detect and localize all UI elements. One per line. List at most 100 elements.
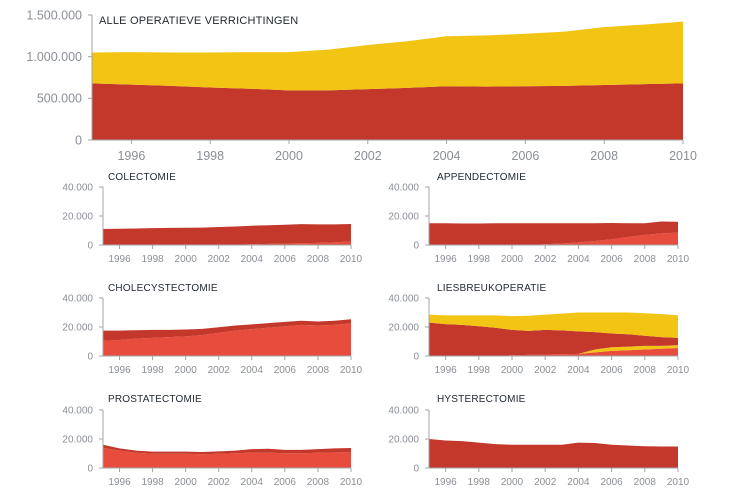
x-tick-label: 2000 (175, 254, 198, 265)
x-tick-label: 2006 (274, 254, 297, 265)
y-tick-label: 40.000 (388, 406, 419, 417)
x-tick-label: 2004 (241, 477, 264, 488)
area-series-2 (429, 322, 678, 356)
x-tick-label: 2000 (501, 365, 524, 376)
chart-panel: 0 20.000 40.000 1996 1998 2000 2002 2004 2006 200… (62, 283, 362, 376)
x-tick-label: 2010 (667, 365, 690, 376)
x-tick-label: 2002 (534, 477, 557, 488)
y-tick-label: 500.000 (37, 92, 82, 106)
area-series-0 (103, 323, 351, 356)
x-tick-label: 2004 (567, 254, 590, 265)
y-tick-label: 0 (413, 464, 419, 475)
x-tick-label: 2006 (600, 477, 623, 488)
x-tick-label: 2006 (274, 477, 297, 488)
y-tick-label: 1.500.000 (26, 8, 82, 22)
area-series-1 (103, 223, 351, 245)
area-series-1 (103, 444, 351, 455)
x-tick-label: 2008 (634, 254, 657, 265)
x-tick-label: 1996 (434, 365, 457, 376)
x-tick-label: 2008 (307, 365, 330, 376)
area-series-0 (92, 83, 683, 140)
x-tick-label: 1998 (468, 254, 491, 265)
chart-panel: 0 20.000 40.000 1996 1998 2000 2002 2004 2006 200… (62, 394, 362, 488)
x-tick-label: 1998 (468, 365, 491, 376)
y-tick-label: 40.000 (388, 183, 419, 194)
x-tick-label: 1996 (434, 254, 457, 265)
y-tick-label: 0 (87, 241, 93, 252)
chart-title: CHOLECYSTECTOMIE (108, 283, 218, 294)
area-series-0 (429, 348, 678, 356)
x-tick-label: 2008 (307, 254, 330, 265)
area-series-1 (429, 221, 678, 245)
x-tick-label: 2004 (433, 149, 461, 163)
x-tick-label: 2010 (340, 254, 363, 265)
x-tick-label: 2006 (600, 365, 623, 376)
x-tick-label: 2002 (354, 149, 382, 163)
chart-title: COLECTOMIE (108, 172, 176, 183)
chart-panel: 0 20.000 40.000 1996 1998 2000 2002 2004 2006 200… (388, 283, 689, 376)
y-tick-label: 20.000 (388, 323, 419, 334)
x-tick-label: 1996 (108, 477, 131, 488)
x-tick-label: 2000 (175, 365, 198, 376)
x-tick-label: 2000 (275, 149, 303, 163)
y-tick-label: 40.000 (388, 294, 419, 305)
chart-title: PROSTATECTOMIE (108, 394, 202, 405)
y-tick-label: 0 (87, 464, 93, 475)
area-series-1 (429, 439, 678, 468)
chart-title: LIESBREUKOPERATIE (437, 283, 546, 294)
area-series-1 (92, 21, 683, 91)
x-tick-label: 2008 (590, 149, 618, 163)
chart-panel: 0 20.000 40.000 1996 1998 2000 2002 2004 2006 200… (62, 172, 362, 265)
x-tick-label: 2000 (501, 477, 524, 488)
y-tick-label: 1.000.000 (26, 50, 82, 64)
chart-panel: 0 20.000 40.000 1996 1998 2000 2002 2004 2006 200… (388, 394, 689, 488)
x-tick-label: 2006 (600, 254, 623, 265)
area-series-0 (103, 241, 351, 245)
area-series-3 (429, 312, 678, 338)
chart-panel: 0 500.000 1.000.000 1.500.000 1996 1998 2000 20… (26, 8, 697, 163)
x-tick-label: 2010 (667, 477, 690, 488)
x-tick-label: 1998 (141, 254, 164, 265)
area-series-0 (429, 232, 678, 245)
x-tick-label: 2010 (667, 254, 690, 265)
x-tick-label: 2010 (669, 149, 697, 163)
x-tick-label: 2002 (208, 365, 231, 376)
area-series-0 (103, 447, 351, 468)
x-tick-label: 2004 (241, 254, 264, 265)
y-tick-label: 20.000 (388, 435, 419, 446)
y-tick-label: 20.000 (62, 212, 93, 223)
x-tick-label: 2002 (208, 254, 231, 265)
x-tick-label: 2004 (567, 477, 590, 488)
x-tick-label: 2002 (208, 477, 231, 488)
x-tick-label: 1998 (141, 365, 164, 376)
x-tick-label: 1996 (108, 365, 131, 376)
area-series-1 (429, 345, 678, 356)
chart-title: HYSTERECTOMIE (437, 394, 526, 405)
x-tick-label: 1998 (468, 477, 491, 488)
x-tick-label: 2010 (340, 365, 363, 376)
x-tick-label: 2000 (501, 254, 524, 265)
x-tick-label: 2010 (340, 477, 363, 488)
x-tick-label: 2002 (534, 254, 557, 265)
y-tick-label: 20.000 (62, 323, 93, 334)
area-series-1 (103, 319, 351, 341)
chart-panel: 0 20.000 40.000 1996 1998 2000 2002 2004 2006 200… (388, 172, 689, 265)
x-tick-label: 1996 (434, 477, 457, 488)
chart-title: ALLE OPERATIEVE VERRICHTINGEN (99, 15, 298, 27)
y-tick-label: 20.000 (62, 435, 93, 446)
x-tick-label: 1996 (108, 254, 131, 265)
y-tick-label: 40.000 (62, 406, 93, 417)
x-tick-label: 2000 (175, 477, 198, 488)
x-tick-label: 2006 (274, 365, 297, 376)
y-tick-label: 40.000 (62, 183, 93, 194)
chart-title: APPENDECTOMIE (437, 172, 526, 183)
y-tick-label: 0 (413, 241, 419, 252)
x-tick-label: 2004 (567, 365, 590, 376)
x-tick-label: 1996 (117, 149, 145, 163)
y-tick-label: 20.000 (388, 212, 419, 223)
x-tick-label: 2008 (307, 477, 330, 488)
x-tick-label: 1998 (141, 477, 164, 488)
y-tick-label: 40.000 (62, 294, 93, 305)
x-tick-label: 2006 (511, 149, 539, 163)
